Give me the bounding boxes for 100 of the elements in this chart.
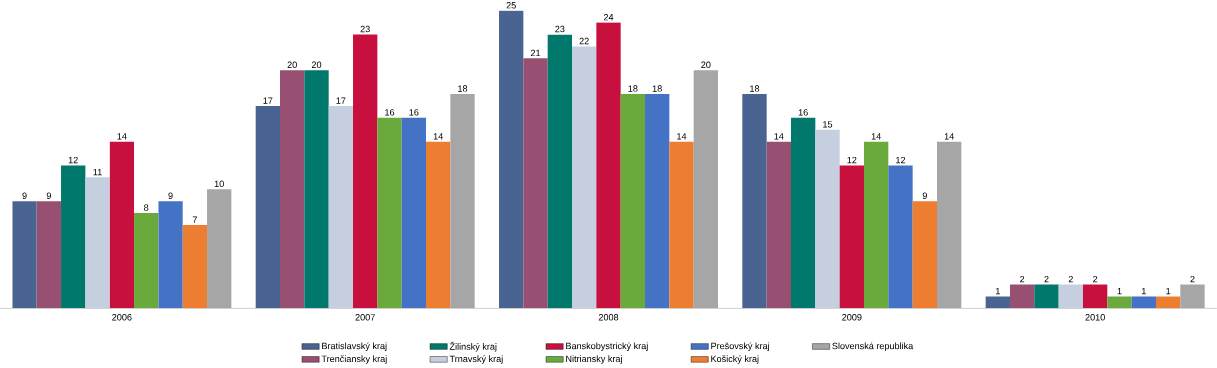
data-label: 11 xyxy=(93,169,102,176)
bar xyxy=(1131,296,1156,309)
data-label: 22 xyxy=(579,38,589,45)
data-label: 16 xyxy=(409,109,419,116)
bar xyxy=(426,141,451,309)
legend-label: Nitriansky kraj xyxy=(566,355,622,365)
bar xyxy=(304,70,329,309)
bar xyxy=(1155,296,1181,309)
data-label: 2 xyxy=(1093,276,1098,283)
legend-label: Žilinský kraj xyxy=(449,342,497,352)
bar xyxy=(742,94,767,309)
data-label: 23 xyxy=(555,26,565,33)
bar xyxy=(377,118,402,309)
bar xyxy=(1180,284,1205,309)
data-label: 9 xyxy=(22,192,27,200)
bar xyxy=(596,22,621,309)
data-label: 12 xyxy=(68,157,78,164)
data-label: 17 xyxy=(336,97,346,104)
x-tick-label: 2007 xyxy=(355,314,375,321)
legend-label: Bratislavský kraj xyxy=(322,342,387,352)
data-label: 20 xyxy=(701,61,711,69)
data-label: 16 xyxy=(798,109,808,116)
bar xyxy=(1009,284,1035,309)
data-label: 23 xyxy=(360,26,370,33)
data-label: 18 xyxy=(458,85,468,93)
data-label: 24 xyxy=(603,14,614,21)
data-label: 9 xyxy=(168,192,173,200)
bar xyxy=(207,189,232,309)
data-label: 20 xyxy=(287,61,297,69)
bar xyxy=(766,141,791,309)
data-label: 17 xyxy=(263,97,273,104)
data-label: 10 xyxy=(214,180,224,188)
bar xyxy=(937,141,962,309)
bar xyxy=(12,201,37,309)
legend-label: Slovenská republika xyxy=(832,342,914,352)
data-label: 7 xyxy=(192,216,197,223)
bar xyxy=(839,165,864,309)
data-label: 12 xyxy=(847,157,857,164)
legend-label: Trenčiansky kraj xyxy=(321,355,387,365)
bar xyxy=(572,46,597,309)
x-tick-label: 2009 xyxy=(842,314,862,321)
x-tick-label: 2006 xyxy=(112,314,132,321)
data-label: 14 xyxy=(433,133,443,140)
bar xyxy=(450,94,475,309)
x-tick-label: 2008 xyxy=(598,314,619,321)
bar xyxy=(1034,284,1059,309)
bar xyxy=(255,106,281,309)
data-label: 18 xyxy=(750,85,760,93)
bar xyxy=(863,141,889,309)
data-label: 25 xyxy=(506,2,516,9)
bar xyxy=(134,213,159,309)
data-label: 20 xyxy=(311,61,322,69)
bar xyxy=(985,296,1010,309)
bar xyxy=(401,118,427,309)
bar xyxy=(85,177,110,309)
data-label: 1 xyxy=(1166,288,1171,295)
data-label: 15 xyxy=(823,121,833,128)
bar xyxy=(791,118,816,309)
data-label: 2 xyxy=(1044,276,1049,283)
legend-label: Košický kraj xyxy=(711,355,759,365)
data-label: 1 xyxy=(1141,288,1146,295)
bar xyxy=(182,225,208,309)
bar xyxy=(158,201,183,309)
data-label: 14 xyxy=(871,133,881,140)
data-label: 18 xyxy=(628,85,638,93)
bar xyxy=(912,201,937,309)
bar xyxy=(353,34,378,309)
legend-label: Prešovský kraj xyxy=(711,342,770,352)
data-label: 9 xyxy=(46,192,51,200)
bar xyxy=(815,129,840,309)
bar xyxy=(888,165,913,309)
data-label: 21 xyxy=(530,49,541,57)
bar xyxy=(499,10,524,309)
bar xyxy=(328,106,354,309)
bar xyxy=(1107,296,1132,309)
data-label: 1 xyxy=(995,288,1000,295)
bar xyxy=(61,165,86,309)
data-label: 2 xyxy=(1190,276,1195,283)
data-label: 1 xyxy=(1117,288,1122,295)
data-label: 14 xyxy=(677,133,687,140)
data-label: 18 xyxy=(652,85,662,93)
data-label: 9 xyxy=(922,192,927,200)
data-label: 16 xyxy=(385,109,395,116)
bar xyxy=(36,201,62,309)
legend-label: Banskobystrický kraj xyxy=(566,342,648,352)
bar xyxy=(669,141,694,309)
bar xyxy=(620,94,646,309)
data-label: 2 xyxy=(1068,276,1073,283)
bar xyxy=(109,141,135,309)
x-tick-label: 2010 xyxy=(1085,314,1105,321)
data-label: 14 xyxy=(944,133,954,140)
bar xyxy=(645,94,670,309)
data-label: 14 xyxy=(117,133,127,140)
bar xyxy=(1058,284,1083,309)
bar xyxy=(547,34,573,309)
bar xyxy=(280,70,305,309)
legend-label: Trnavský kraj xyxy=(449,355,503,365)
data-label: 2 xyxy=(1020,276,1025,283)
data-label: 8 xyxy=(144,204,149,212)
data-label: 12 xyxy=(896,157,906,164)
